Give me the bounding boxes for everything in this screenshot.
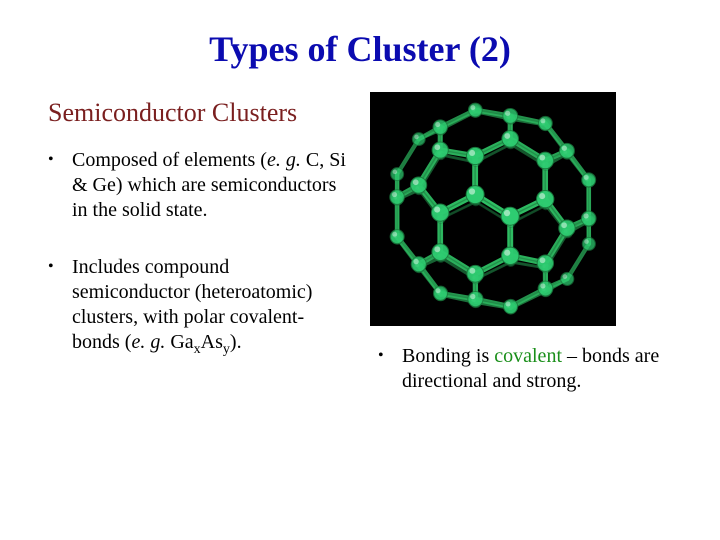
bullet-post: ). <box>230 331 242 353</box>
bullet-pre: Bonding is <box>402 345 494 367</box>
bullet-item: • Composed of elements (e. g. C, Si & Ge… <box>48 148 350 223</box>
bullet-highlight: covalent <box>494 345 562 367</box>
fullerene-icon <box>370 92 616 326</box>
bullet-text: Includes compound semiconductor (heteroa… <box>72 255 350 359</box>
bullet-text: Composed of elements (e. g. C, Si & Ge) … <box>72 148 350 223</box>
molecule-diagram <box>370 92 616 326</box>
content-row: • Composed of elements (e. g. C, Si & Ge… <box>40 148 680 394</box>
bullet-eg: e. g. <box>267 149 301 171</box>
bullet-dot-icon: • <box>378 344 402 394</box>
bullet-item: • Bonding is covalent – bonds are direct… <box>378 344 680 394</box>
bullet-dot-icon: • <box>48 148 72 223</box>
slide-title: Types of Cluster (2) <box>40 28 680 70</box>
bullet-pre: Composed of elements ( <box>72 149 267 171</box>
chemical-formula: GaxAsy <box>165 331 230 353</box>
right-column: • Bonding is covalent – bonds are direct… <box>362 148 680 394</box>
bullet-eg: e. g. <box>131 331 165 353</box>
slide: Types of Cluster (2) Semiconductor Clust… <box>0 0 720 540</box>
bullet-dot-icon: • <box>48 255 72 359</box>
bullet-text: Bonding is covalent – bonds are directio… <box>402 344 680 394</box>
left-column: • Composed of elements (e. g. C, Si & Ge… <box>40 148 350 394</box>
bullet-item: • Includes compound semiconductor (heter… <box>48 255 350 359</box>
